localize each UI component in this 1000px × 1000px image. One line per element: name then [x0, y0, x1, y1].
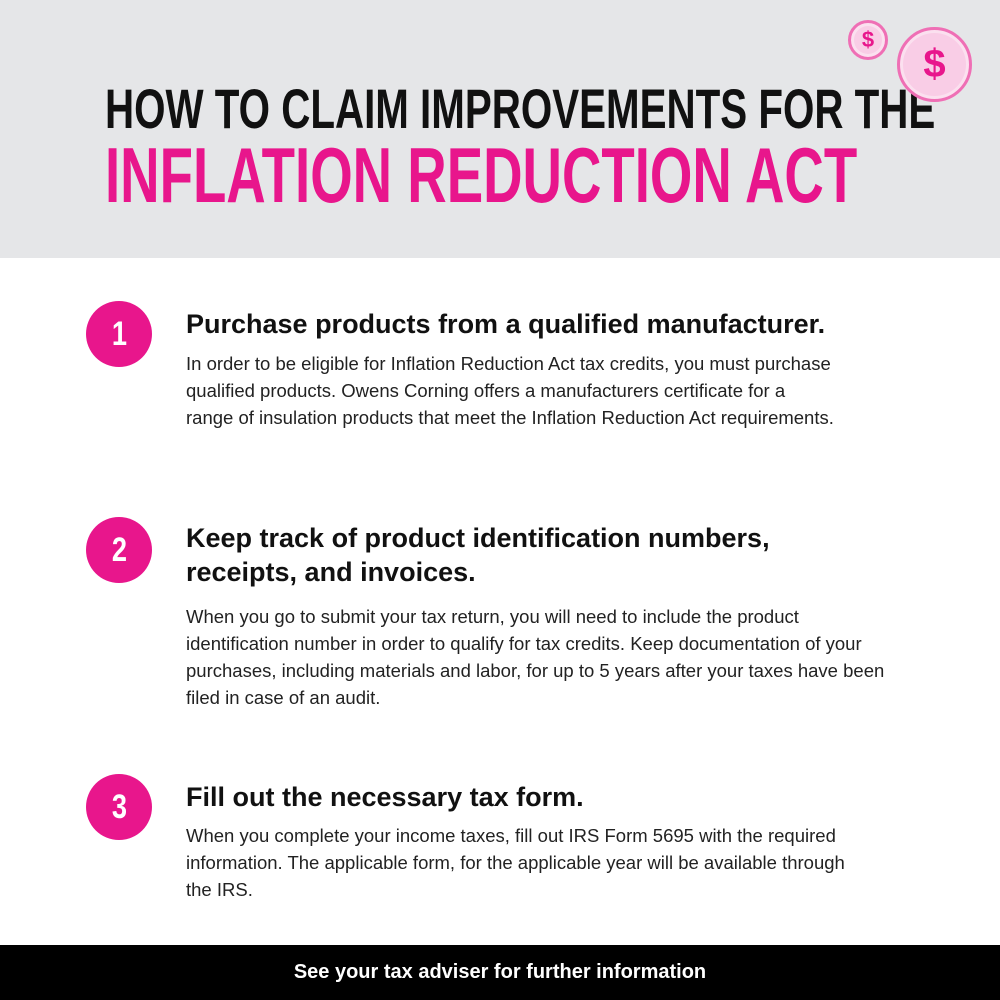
- dollar-sign: $: [923, 42, 946, 86]
- step-body: In order to be eligible for Inflation Re…: [186, 353, 834, 428]
- dollar-sign: $: [861, 27, 875, 52]
- title-line-2: INFLATION REDUCTION ACT: [105, 131, 858, 219]
- step-number: 2: [111, 530, 127, 569]
- step-heading: Fill out the necessary tax form.: [186, 782, 584, 812]
- footer-banner: See your tax adviser for further informa…: [0, 945, 1000, 1000]
- small-coin-icon: $: [848, 20, 888, 60]
- step-body: When you complete your income taxes, fil…: [186, 825, 845, 900]
- step-number-badge: 2: [86, 517, 152, 583]
- step-heading: Purchase products from a qualified manuf…: [186, 309, 826, 339]
- step-number: 1: [111, 314, 127, 353]
- step-number: 3: [111, 787, 127, 826]
- step-heading: Keep track of product identification num…: [186, 523, 770, 587]
- large-coin-icon: $: [897, 27, 972, 102]
- title-line-1: HOW TO CLAIM IMPROVEMENTS FOR THE: [105, 77, 936, 140]
- step-number-badge: 3: [86, 774, 152, 840]
- step-number-badge: 1: [86, 301, 152, 367]
- header: HOW TO CLAIM IMPROVEMENTS FOR THE INFLAT…: [0, 0, 1000, 258]
- step-body: When you go to submit your tax return, y…: [186, 606, 885, 708]
- footer-text: See your tax adviser for further informa…: [293, 961, 707, 983]
